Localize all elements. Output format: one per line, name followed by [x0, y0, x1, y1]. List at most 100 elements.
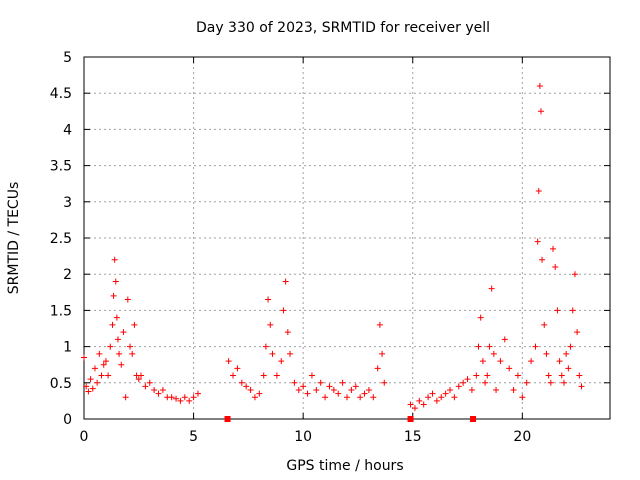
gap-marker — [224, 416, 231, 422]
data-point — [96, 350, 103, 357]
y-tick-label: 3 — [63, 195, 72, 211]
data-point — [539, 256, 546, 263]
data-point — [574, 329, 581, 336]
gap-markers — [224, 416, 477, 422]
data-point — [468, 387, 475, 394]
data-point — [532, 343, 539, 350]
data-point — [425, 394, 432, 401]
data-point — [256, 390, 263, 397]
data-point — [267, 321, 274, 328]
data-point — [194, 390, 201, 397]
data-point — [83, 383, 90, 390]
data-point — [528, 358, 535, 365]
data-point — [365, 387, 372, 394]
data-point — [110, 292, 117, 299]
data-point — [251, 394, 258, 401]
data-point — [91, 365, 98, 372]
data-point — [464, 376, 471, 383]
data-point — [87, 376, 94, 383]
data-point — [273, 372, 280, 379]
data-point — [190, 394, 197, 401]
data-point — [105, 372, 112, 379]
data-point — [118, 361, 125, 368]
data-point — [173, 395, 180, 402]
data-point — [514, 372, 521, 379]
data-point — [411, 405, 418, 412]
data-point — [361, 390, 368, 397]
data-point — [89, 385, 96, 392]
data-point — [352, 383, 359, 390]
data-point — [543, 350, 550, 357]
data-point — [554, 307, 561, 314]
data-point — [433, 397, 440, 404]
y-tick-label: 0.5 — [50, 376, 72, 392]
data-point — [519, 394, 526, 401]
data-point — [460, 379, 467, 386]
data-point — [269, 350, 276, 357]
data-point — [317, 379, 324, 386]
x-tick-label: 15 — [404, 429, 422, 445]
data-point — [576, 372, 583, 379]
data-point — [120, 329, 127, 336]
x-axis-title: GPS time / hours — [286, 458, 403, 474]
x-tick-labels: 0 5 10 15 20 — [80, 429, 532, 445]
gap-marker — [470, 416, 477, 422]
y-tick-label: 2 — [63, 267, 72, 283]
data-point — [186, 397, 193, 404]
x-tick-label: 10 — [294, 429, 312, 445]
data-point — [111, 256, 118, 263]
data-point — [308, 372, 315, 379]
data-point — [122, 394, 129, 401]
data-point — [447, 387, 454, 394]
x-tick-label: 0 — [80, 429, 89, 445]
data-point — [497, 358, 504, 365]
data-point — [284, 329, 291, 336]
data-point — [94, 379, 101, 386]
data-point — [560, 379, 567, 386]
data-point — [313, 387, 320, 394]
data-point — [565, 365, 572, 372]
data-point — [475, 343, 482, 350]
data-point — [225, 358, 232, 365]
data-point — [295, 387, 302, 394]
data-point — [486, 343, 493, 350]
data-point — [567, 343, 574, 350]
data-point — [420, 401, 427, 408]
gap-marker — [407, 416, 414, 422]
data-point — [374, 365, 381, 372]
data-point — [479, 358, 486, 365]
y-tick-label: 2.5 — [50, 231, 72, 247]
data-point — [124, 296, 131, 303]
data-point — [545, 372, 552, 379]
data-point — [260, 372, 267, 379]
data-point — [262, 343, 269, 350]
y-tick-label: 4.5 — [50, 86, 72, 102]
data-point — [501, 336, 508, 343]
y-axis-title: SRMTID / TECUs — [6, 182, 22, 295]
data-point — [280, 307, 287, 314]
data-point — [473, 372, 480, 379]
data-point — [493, 387, 500, 394]
data-point — [238, 379, 245, 386]
data-point — [278, 358, 285, 365]
y-tick-label: 1 — [63, 340, 72, 356]
data-point — [330, 387, 337, 394]
data-point — [370, 394, 377, 401]
chart-title: Day 330 of 2023, SRMTID for receiver yel… — [196, 20, 490, 36]
plot-frame — [83, 56, 611, 420]
data-point — [578, 383, 585, 390]
data-point — [536, 82, 543, 89]
data-point — [407, 401, 414, 408]
data-point — [177, 397, 184, 404]
y-tick-labels: 0 0.5 1 1.5 2 2.5 3 3.5 4 4.5 5 — [50, 50, 72, 428]
data-point — [490, 350, 497, 357]
data-point — [326, 383, 333, 390]
data-point — [442, 390, 449, 397]
data-point — [429, 390, 436, 397]
data-point — [569, 307, 576, 314]
data-point — [131, 321, 138, 328]
data-point — [146, 379, 153, 386]
data-point — [137, 372, 144, 379]
data-point — [116, 350, 123, 357]
